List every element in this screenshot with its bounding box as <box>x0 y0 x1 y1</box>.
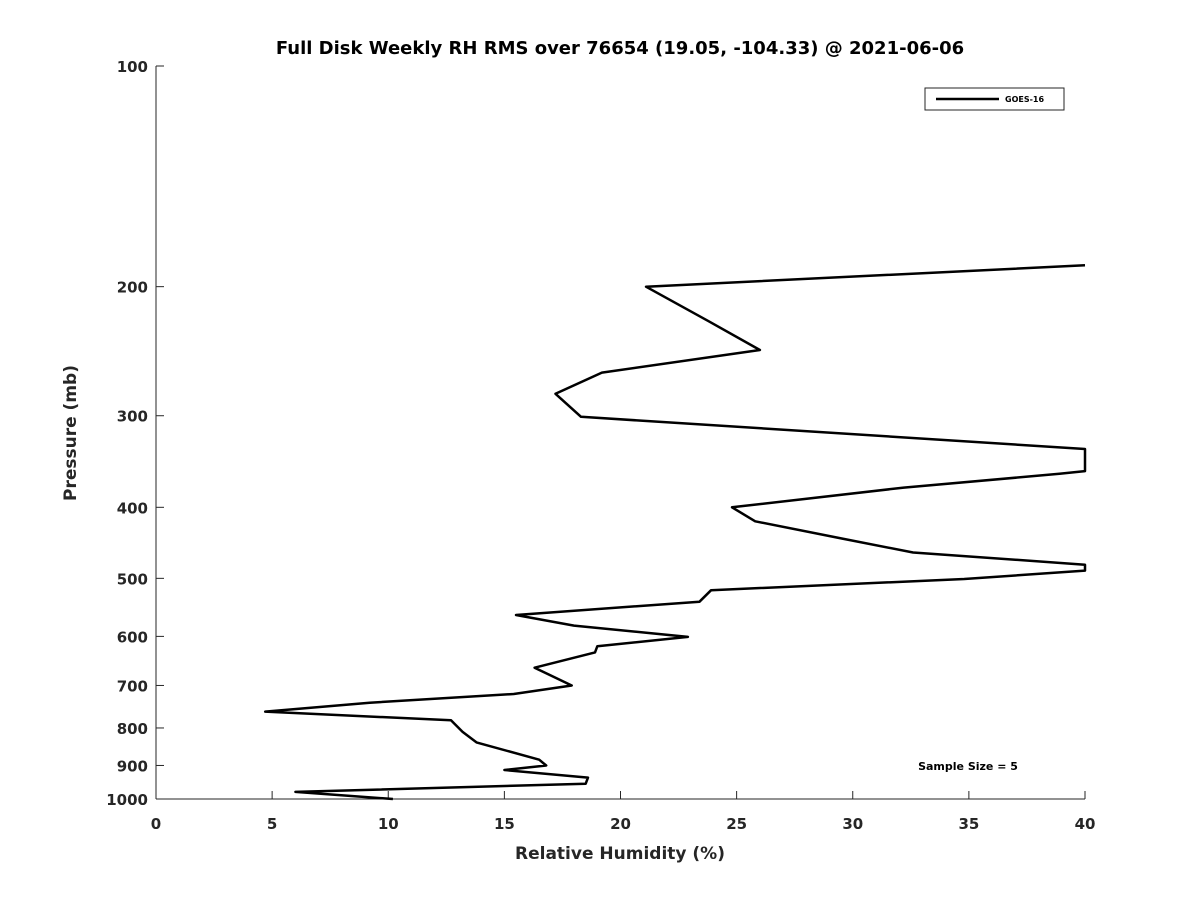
legend-label: GOES-16 <box>1005 95 1044 104</box>
y-tick-label: 300 <box>117 408 148 426</box>
y-tick-label: 100 <box>117 58 148 76</box>
y-tick-label: 1000 <box>106 791 148 809</box>
series-layer <box>263 264 1087 801</box>
x-tick-label: 25 <box>726 815 747 833</box>
x-tick-label: 20 <box>610 815 631 833</box>
y-tick-label: 400 <box>117 499 148 517</box>
y-tick-label: 900 <box>117 757 148 775</box>
x-tick-label: 35 <box>958 815 979 833</box>
legend: GOES-16 <box>924 87 1065 111</box>
x-tick-label: 0 <box>151 815 161 833</box>
x-tick-label: 40 <box>1075 815 1096 833</box>
y-tick-label: 200 <box>117 279 148 297</box>
y-tick-label: 800 <box>117 720 148 738</box>
y-axis-label: Pressure (mb) <box>61 365 81 501</box>
y-ticks: 100 200 300 400 500 600 700 800 900 1000 <box>106 58 164 809</box>
x-tick-label: 5 <box>267 815 277 833</box>
x-tick-label: 30 <box>842 815 863 833</box>
y-tick-label: 500 <box>117 570 148 588</box>
series-line-goes-16 <box>263 264 1087 801</box>
sample-size-annotation: Sample Size = 5 <box>918 760 1018 773</box>
x-ticks: 0 5 10 15 20 25 30 35 40 <box>151 791 1096 833</box>
chart-title: Full Disk Weekly RH RMS over 76654 (19.0… <box>276 38 964 59</box>
x-tick-label: 10 <box>378 815 399 833</box>
y-tick-label: 600 <box>117 628 148 646</box>
y-tick-label: 700 <box>117 677 148 695</box>
x-tick-label: 15 <box>494 815 515 833</box>
x-axis-label: Relative Humidity (%) <box>515 844 725 864</box>
